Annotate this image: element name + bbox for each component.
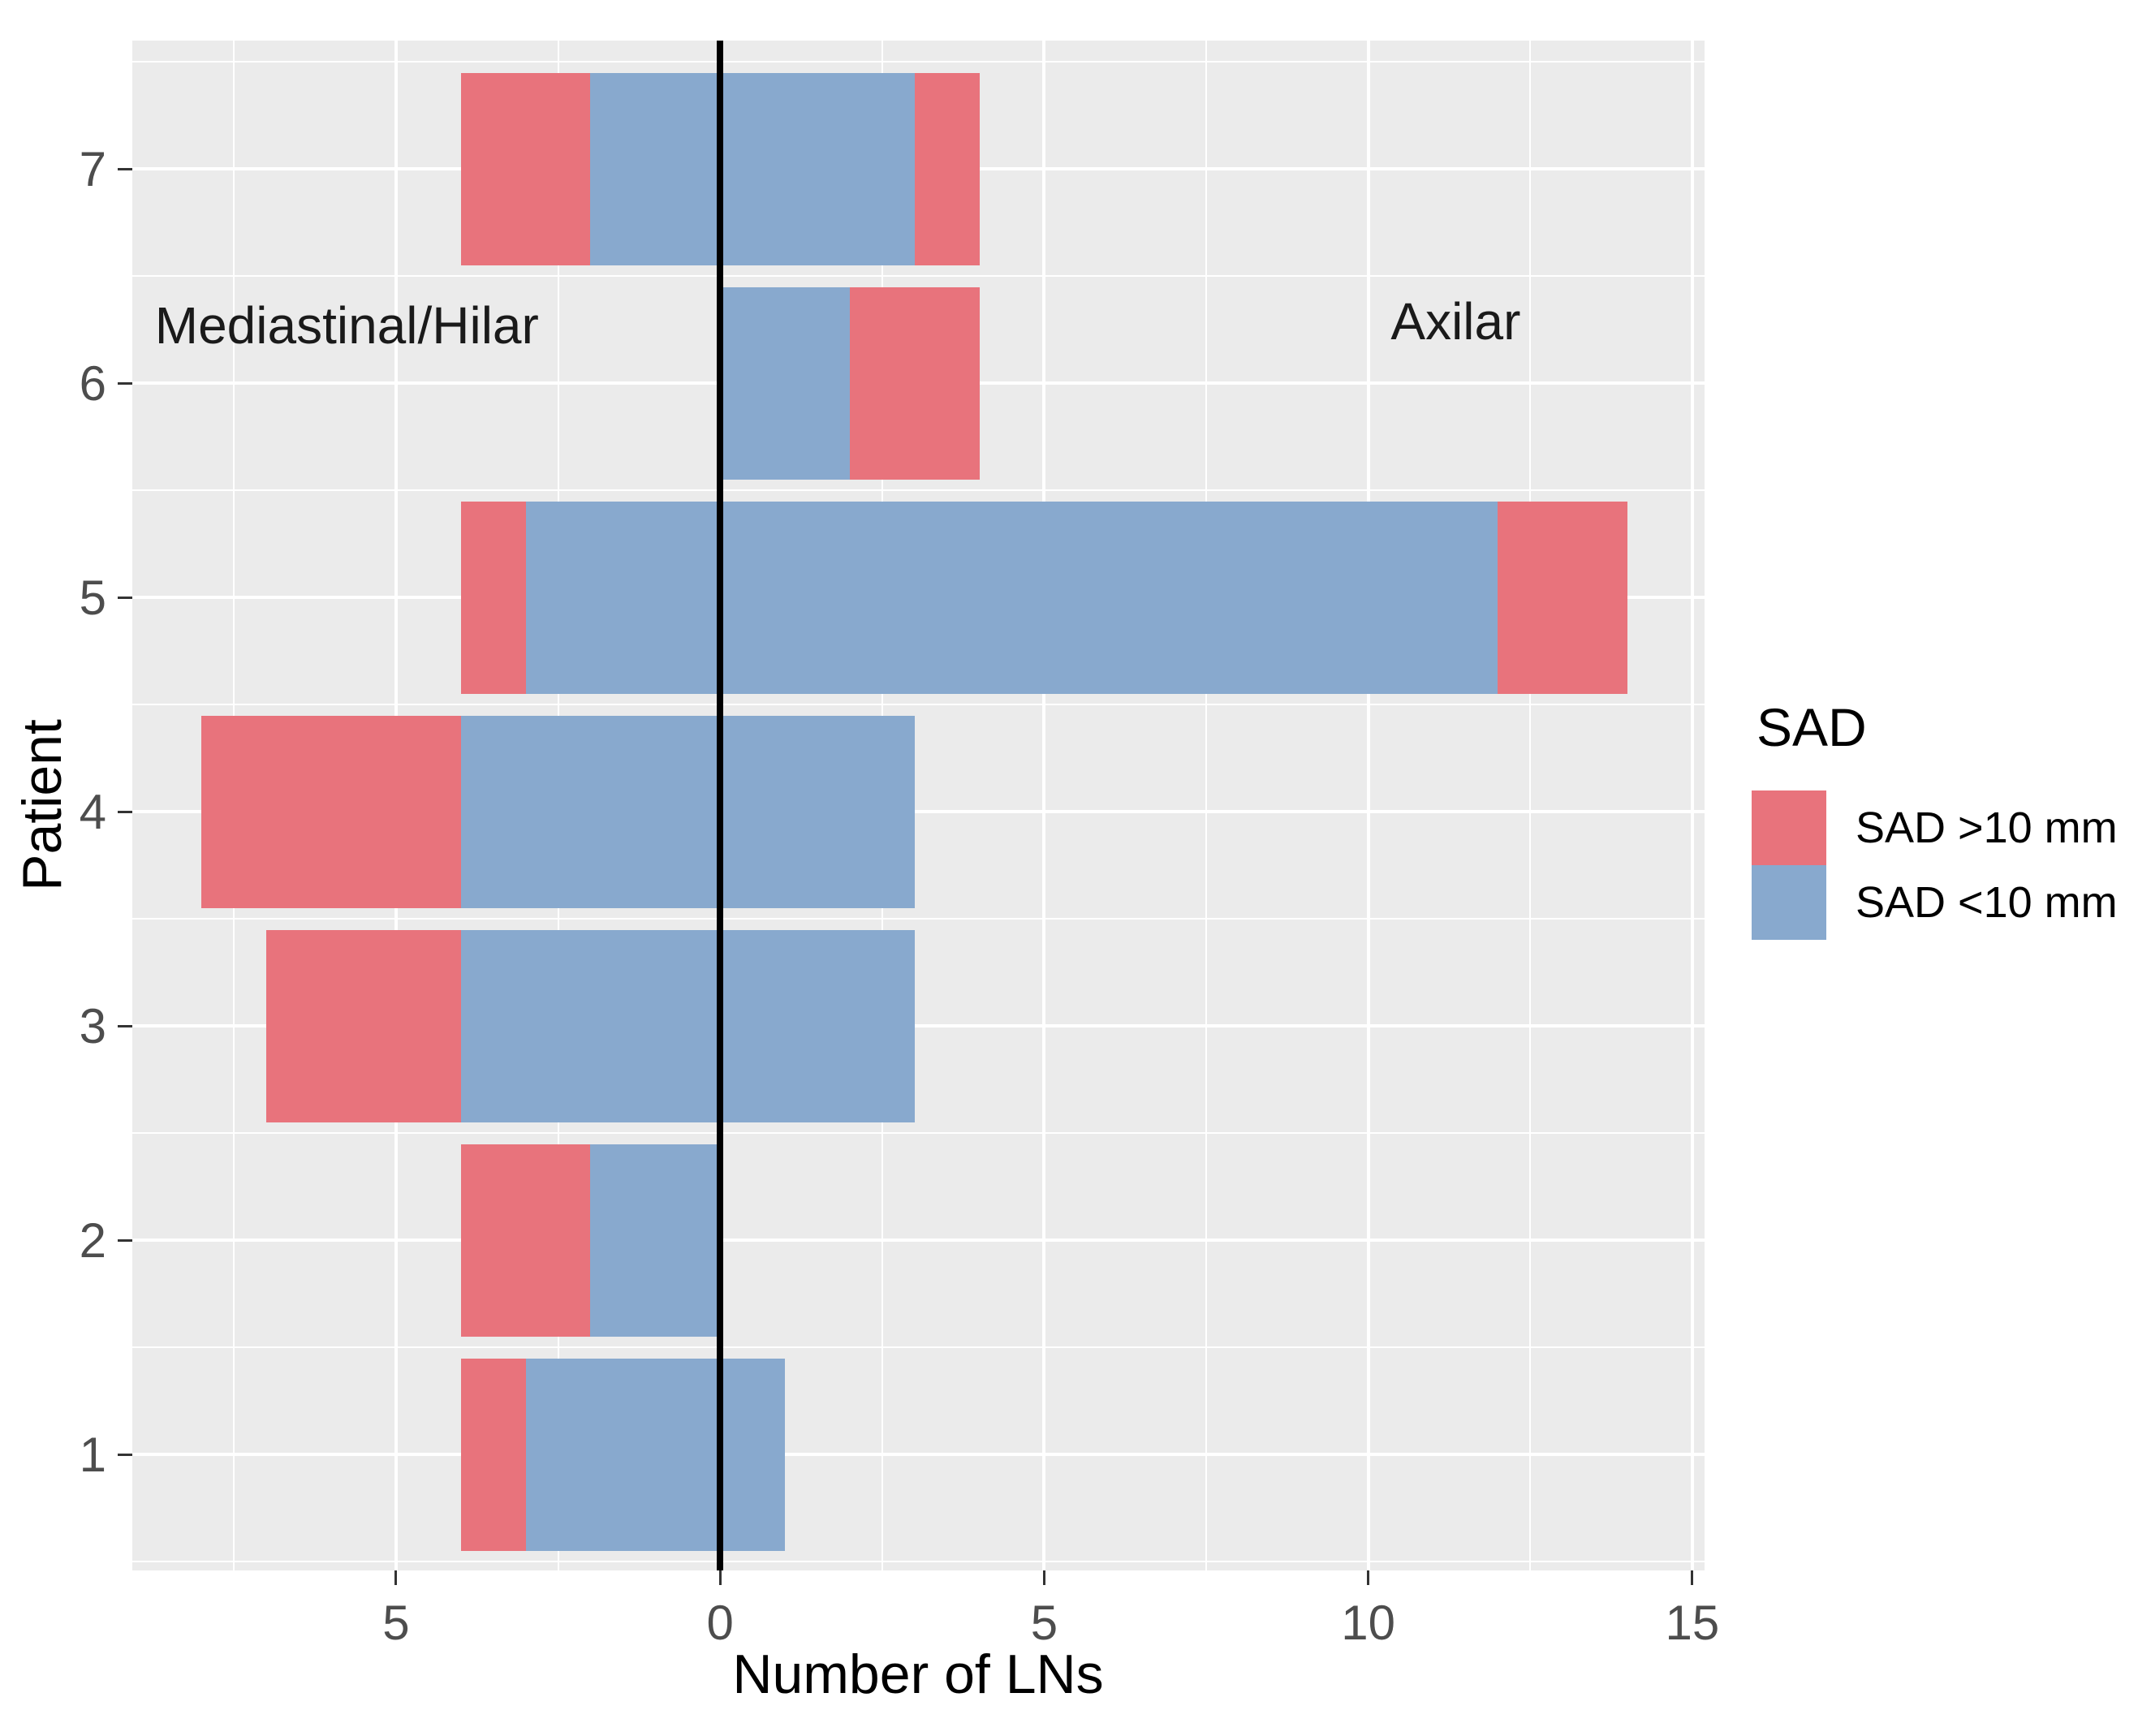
gridline-y-minor [132,1132,1705,1135]
legend-item: SAD >10 mm [1752,790,2118,865]
bar-segment-patient2-mediastinal-hilar-sad_lt10mm [590,1144,721,1338]
y-axis-tick-label: 4 [79,785,106,840]
y-axis-tick-mark [118,1238,132,1242]
bar-segment-patient3-mediastinal-hilar-sad_lt10mm [460,929,721,1123]
gridline-x-major [1366,41,1370,1570]
gridline-y-minor [132,918,1705,920]
x-axis-tick-mark [394,1570,398,1585]
x-axis-tick-mark [1042,1570,1045,1585]
bar-segment-patient7-axilar-sad_gt10mm [914,72,980,266]
y-axis-tick-label: 6 [79,356,106,411]
bar-segment-patient3-axilar-sad_lt10mm [720,929,915,1123]
legend-item-label: SAD <10 mm [1856,878,2118,927]
gridline-x-minor [1529,41,1532,1570]
bar-segment-patient1-axilar-sad_lt10mm [720,1358,785,1552]
gridline-y-minor [132,61,1705,63]
legend-title: SAD [1757,697,1867,757]
x-axis-tick-label: 0 [706,1596,734,1650]
x-axis-tick-label: 5 [382,1596,410,1650]
x-axis-tick-label: 15 [1665,1596,1720,1650]
plot-panel: Mediastinal/Hilar Axilar [132,41,1705,1570]
bar-segment-patient4-mediastinal-hilar-sad_lt10mm [460,715,721,909]
gridline-y-major [132,1024,1705,1028]
gridline-y-major [132,1453,1705,1457]
bar-segment-patient1-mediastinal-hilar-sad_gt10mm [460,1358,526,1552]
bar-segment-patient7-mediastinal-hilar-sad_gt10mm [460,72,591,266]
gridline-y-major [132,1238,1705,1243]
gridline-y-minor [132,1346,1705,1349]
bar-segment-patient4-axilar-sad_lt10mm [720,715,915,909]
legend-item: SAD <10 mm [1752,865,2118,940]
bar-segment-patient6-axilar-sad_lt10mm [720,286,850,480]
bar-segment-patient6-axilar-sad_gt10mm [849,286,980,480]
legend-item-label: SAD >10 mm [1856,803,2118,852]
gridline-x-major [1042,41,1046,1570]
bar-segment-patient7-axilar-sad_lt10mm [720,72,915,266]
y-axis-tick-label: 1 [79,1428,106,1483]
legend-key-swatch [1752,790,1826,865]
region-annotation: Mediastinal/Hilar [154,296,539,355]
gridline-y-minor [132,275,1705,278]
bar-segment-patient2-mediastinal-hilar-sad_gt10mm [460,1144,591,1338]
legend-key-swatch [1752,865,1826,940]
y-axis-tick-label: 7 [79,142,106,197]
y-axis-tick-mark [118,381,132,385]
legend-items: SAD >10 mm SAD <10 mm [1752,790,2118,940]
gridline-y-minor [132,489,1705,492]
y-axis-tick-label: 2 [79,1213,106,1269]
x-axis-tick-mark [1367,1570,1370,1585]
gridline-x-major [1690,41,1694,1570]
x-axis-tick-mark [718,1570,722,1585]
y-axis-tick-mark [118,1453,132,1456]
bar-segment-patient7-mediastinal-hilar-sad_lt10mm [590,72,721,266]
y-axis-tick-mark [118,1024,132,1027]
bar-segment-patient1-mediastinal-hilar-sad_lt10mm [525,1358,721,1552]
bar-segment-patient4-mediastinal-hilar-sad_gt10mm [201,715,461,909]
y-axis-tick-label: 5 [79,571,106,626]
gridline-y-minor [132,704,1705,706]
bar-segment-patient5-axilar-sad_lt10mm [720,501,1498,695]
gridline-x-minor [1205,41,1207,1570]
bar-segment-patient5-mediastinal-hilar-sad_lt10mm [525,501,721,695]
y-axis-tick-mark [118,167,132,170]
gridline-y-minor [132,1561,1705,1563]
zero-reference-line [717,41,724,1570]
x-axis-tick-label: 10 [1341,1596,1395,1650]
x-axis-tick-label: 5 [1030,1596,1058,1650]
x-axis-title: Number of LNs [732,1643,1104,1705]
bar-segment-patient3-mediastinal-hilar-sad_gt10mm [266,929,461,1123]
x-axis-tick-mark [1691,1570,1694,1585]
legend: SAD SAD >10 mm SAD <10 mm [1752,696,2118,940]
y-axis-tick-mark [118,810,132,813]
y-axis-tick-mark [118,596,132,599]
region-annotation: Axilar [1390,291,1521,351]
bar-segment-patient5-axilar-sad_gt10mm [1498,501,1627,695]
y-axis-tick-label: 3 [79,999,106,1054]
bar-segment-patient5-mediastinal-hilar-sad_gt10mm [460,501,526,695]
gridline-y-major [132,810,1705,814]
